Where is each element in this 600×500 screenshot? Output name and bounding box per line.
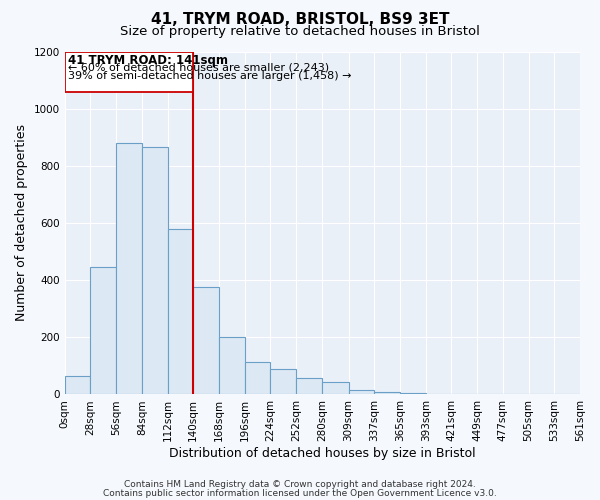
Text: Size of property relative to detached houses in Bristol: Size of property relative to detached ho…: [120, 25, 480, 38]
Bar: [142, 147, 167, 394]
Bar: [349, 390, 374, 394]
Text: 41 TRYM ROAD: 141sqm: 41 TRYM ROAD: 141sqm: [68, 54, 229, 67]
FancyBboxPatch shape: [65, 52, 193, 92]
Y-axis label: Number of detached properties: Number of detached properties: [15, 124, 28, 322]
Bar: [167, 228, 193, 394]
Text: ← 60% of detached houses are smaller (2,243): ← 60% of detached houses are smaller (2,…: [68, 62, 329, 72]
Text: 41, TRYM ROAD, BRISTOL, BS9 3ET: 41, TRYM ROAD, BRISTOL, BS9 3ET: [151, 12, 449, 28]
Bar: [219, 338, 245, 394]
X-axis label: Distribution of detached houses by size in Bristol: Distribution of detached houses by size …: [169, 447, 476, 460]
Bar: [193, 288, 219, 395]
Bar: [245, 362, 271, 394]
Bar: [65, 376, 91, 394]
Text: Contains public sector information licensed under the Open Government Licence v3: Contains public sector information licen…: [103, 488, 497, 498]
Bar: [296, 378, 322, 394]
Bar: [91, 268, 116, 394]
Bar: [374, 392, 400, 394]
Text: 39% of semi-detached houses are larger (1,458) →: 39% of semi-detached houses are larger (…: [68, 71, 352, 81]
Text: Contains HM Land Registry data © Crown copyright and database right 2024.: Contains HM Land Registry data © Crown c…: [124, 480, 476, 489]
Bar: [116, 143, 142, 395]
Bar: [322, 382, 349, 394]
Bar: [271, 370, 296, 394]
